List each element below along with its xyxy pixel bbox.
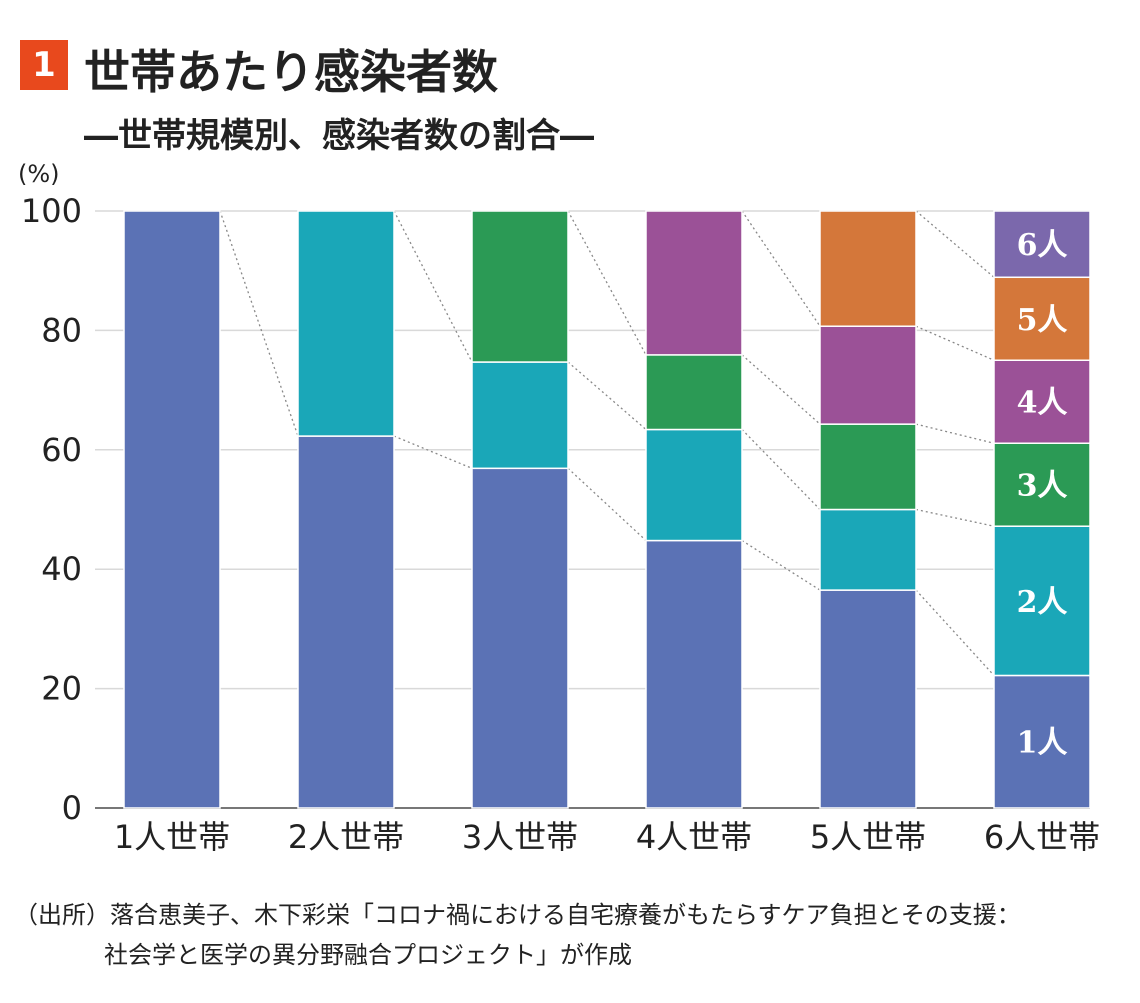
y-tick-label: 20: [41, 670, 82, 708]
source-line-1: （出所）落合恵美子、木下彩栄「コロナ禍における自宅療養がもたらすケア負担とその支…: [14, 901, 1021, 929]
bar-segment-2人: [297, 210, 395, 437]
x-tick-label: 6人世帯: [984, 818, 1100, 856]
segment-label: 6人: [1017, 228, 1068, 263]
bar-segment-5人: [819, 210, 917, 327]
bar-segment-1人: [819, 589, 917, 809]
segment-label: 1人: [1017, 726, 1068, 761]
bar-segment-2人: [819, 508, 917, 591]
connector-line: [567, 361, 647, 430]
y-tick-label: 100: [21, 192, 82, 230]
connector-line: [393, 210, 473, 363]
bar-segment-1人: [471, 467, 569, 809]
x-tick-label: 1人世帯: [114, 818, 230, 856]
bar-segment-2人: [471, 361, 569, 470]
bar-segment-2人: [993, 525, 1091, 677]
bar-segment-4人: [993, 359, 1091, 444]
source-line-2: 社会学と医学の異分野融合プロジェクト」が作成: [104, 941, 632, 969]
bar-segment-3人: [471, 210, 569, 363]
x-tick-label: 2人世帯: [288, 818, 404, 856]
bar-segment-1人: [993, 674, 1091, 809]
y-tick-label: 0: [62, 789, 82, 827]
connector-line: [393, 435, 473, 469]
connector-line: [741, 429, 821, 510]
connector-line: [915, 508, 995, 527]
connector-line: [741, 354, 821, 425]
bar-segment-4人: [645, 210, 743, 356]
connector-line: [915, 210, 995, 278]
y-tick-label: 80: [41, 311, 82, 349]
x-tick-label: 4人世帯: [636, 818, 752, 856]
bar-segment-1人: [297, 435, 395, 809]
stacked-bar-chart: (%) 0 20 40 60 80 100 1人世帯 2人世帯 3人世帯 4人世帯 5人世帯 6人世帯 1…: [18, 160, 1100, 856]
bar-segment-1人: [645, 539, 743, 809]
bar-segment-2人: [645, 428, 743, 542]
segment-label: 3人: [1017, 469, 1068, 504]
y-tick-label: 60: [41, 431, 82, 469]
y-tick-label: 40: [41, 550, 82, 588]
y-axis-unit-label: (%): [18, 160, 60, 188]
connector-line: [915, 423, 995, 444]
connector-line: [567, 210, 647, 356]
connector-line: [567, 467, 647, 542]
segment-label: 2人: [1017, 585, 1068, 620]
bar-segment-3人: [645, 354, 743, 431]
bar-segment-3人: [819, 423, 917, 511]
connector-line: [915, 589, 995, 676]
chart-title: 世帯あたり感染者数: [84, 45, 498, 99]
connector-line: [741, 539, 821, 591]
segment-label: 5人: [1017, 303, 1068, 338]
bar-segment-4人: [819, 325, 917, 425]
chart-subtitle: ―世帯規模別、感染者数の割合―: [84, 116, 594, 156]
figure-number-badge: 1: [20, 40, 68, 90]
bar-segment-1人: [123, 210, 221, 809]
bar-segment-5人: [993, 276, 1091, 361]
bar-segment-6人: [993, 210, 1091, 279]
x-tick-label: 3人世帯: [462, 818, 578, 856]
source-note: （出所）落合恵美子、木下彩栄「コロナ禍における自宅療養がもたらすケア負担とその支…: [14, 895, 1021, 975]
segment-label: 4人: [1017, 386, 1068, 421]
connector-line: [741, 210, 821, 327]
connector-line: [915, 325, 995, 361]
connector-line: [219, 210, 299, 437]
x-tick-label: 5人世帯: [810, 818, 926, 856]
